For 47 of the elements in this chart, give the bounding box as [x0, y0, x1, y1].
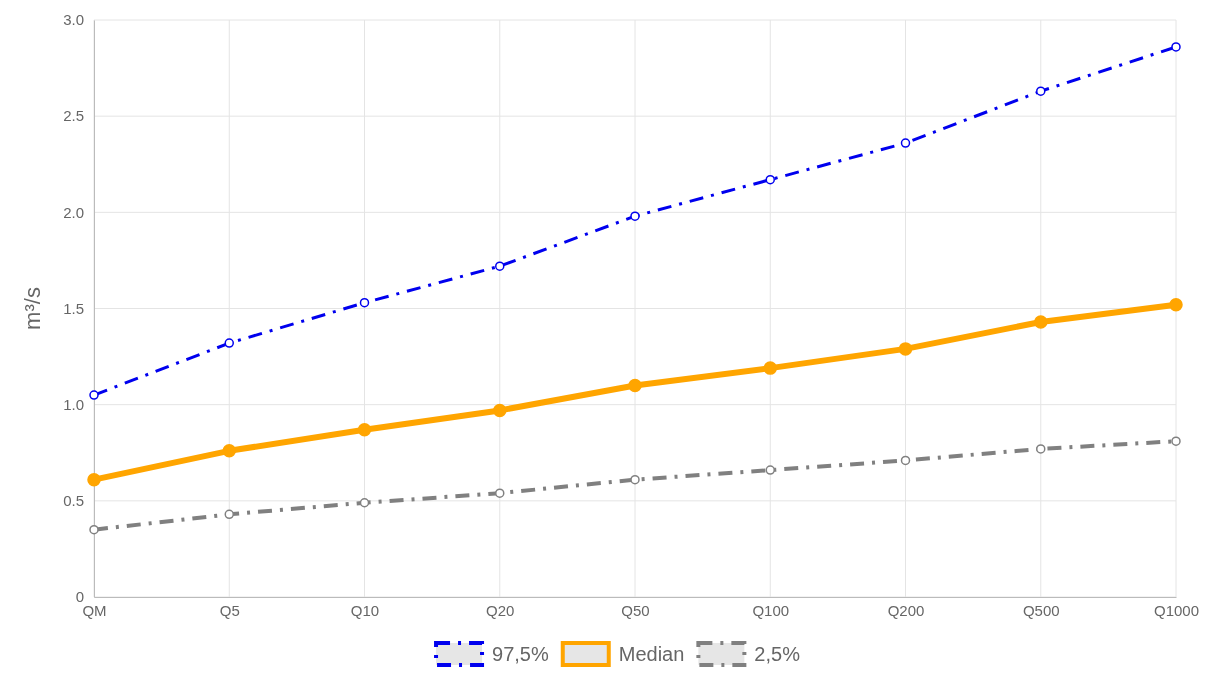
point	[765, 174, 775, 185]
y-tick-label: 1.0	[63, 395, 84, 413]
point	[495, 488, 505, 498]
point	[1169, 297, 1183, 312]
y-tick-label: 2.5	[63, 107, 84, 125]
legend-label: 2,5%	[754, 643, 801, 665]
legend-label: Median	[618, 643, 685, 665]
point	[630, 211, 640, 221]
point	[357, 422, 372, 437]
point	[495, 261, 505, 271]
point	[89, 390, 99, 400]
x-tick-label: Q50	[621, 601, 650, 619]
point	[222, 444, 236, 458]
x-tick-label: QM	[82, 601, 107, 619]
x-tick-label: Q5	[219, 601, 240, 619]
point	[89, 524, 99, 535]
point	[493, 403, 507, 418]
y-tick-label: 0	[75, 588, 84, 606]
point	[898, 342, 913, 356]
point	[1034, 315, 1048, 329]
point	[1036, 444, 1046, 454]
y-tick-label: 0.5	[63, 492, 84, 510]
y-tick-label: 2.0	[63, 203, 84, 221]
point	[628, 378, 642, 393]
point	[763, 361, 777, 375]
x-tick-label: Q1000	[1153, 601, 1200, 619]
point	[359, 498, 370, 508]
point	[630, 474, 640, 485]
point	[1171, 436, 1181, 446]
legend-label: 97,5%	[492, 643, 549, 665]
point	[1171, 42, 1181, 52]
x-tick-label: Q100	[752, 601, 790, 619]
y-tick-label: 1.5	[63, 299, 84, 317]
point	[87, 472, 101, 487]
x-tick-label: Q20	[486, 601, 515, 619]
point	[224, 338, 234, 348]
point	[900, 455, 911, 466]
point	[765, 465, 775, 475]
point	[359, 297, 370, 308]
point	[900, 138, 911, 148]
y-tick-label: 3.0	[63, 11, 84, 29]
y-axis-title: m³/s	[20, 287, 45, 330]
x-tick-label: Q200	[887, 601, 925, 619]
x-tick-label: Q10	[350, 601, 380, 619]
point	[1036, 86, 1046, 96]
point	[224, 509, 234, 520]
x-tick-label: Q500	[1022, 601, 1060, 619]
